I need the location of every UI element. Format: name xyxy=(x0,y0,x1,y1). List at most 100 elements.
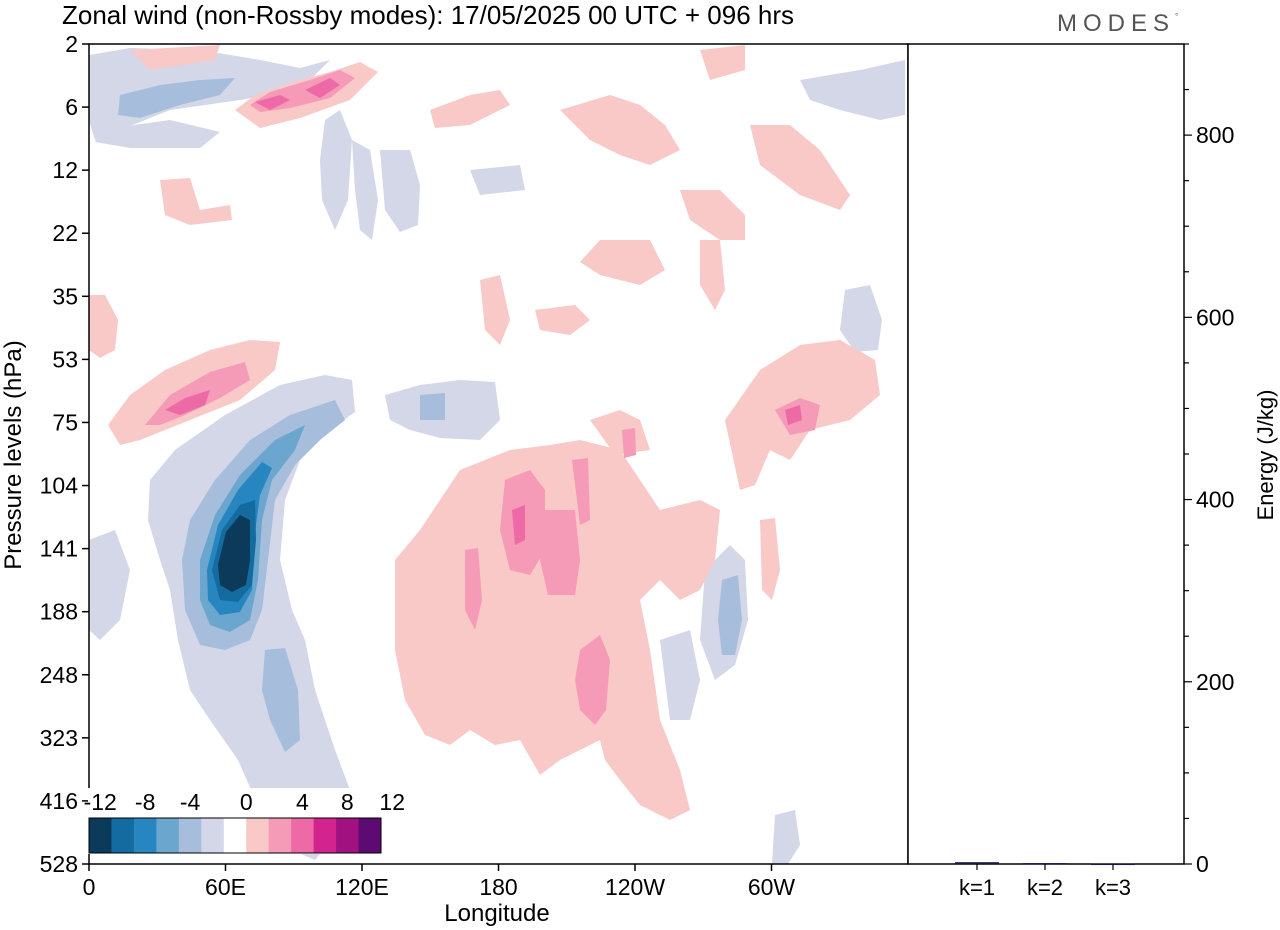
x-tick-label: 120E xyxy=(335,874,389,900)
contour-pink6-trop-5 xyxy=(572,458,590,525)
colorbar-bin xyxy=(358,818,382,853)
brand-logo: MODES° xyxy=(1057,10,1178,38)
x-tick-label: 60E xyxy=(205,874,246,900)
brand-name: MODES xyxy=(1057,10,1176,37)
energy-category-label: k=2 xyxy=(1027,875,1063,900)
colorbar-bin xyxy=(133,818,157,853)
contour-pink-strat-7 xyxy=(580,240,665,285)
contour-pink-strat-5 xyxy=(680,190,745,240)
pressure-axis: 2 6 12 22 35 53 75 104 141 188 248 323 416 528 xyxy=(40,31,89,877)
contour-pink6-trop-3 xyxy=(575,635,610,725)
y-tick-label: 22 xyxy=(52,220,78,246)
contour-blue-strat-streak xyxy=(95,120,220,148)
contour-blue6-trop xyxy=(420,393,445,420)
contour-pink-mid-2 xyxy=(535,305,590,335)
contour-pink-strat-2 xyxy=(130,45,220,70)
contour-blue-column-1 xyxy=(320,110,352,230)
wind-contours xyxy=(89,45,905,864)
energy-bar xyxy=(1023,863,1067,865)
energy-tick-label: 0 xyxy=(1196,851,1209,877)
energy-tick-label: 800 xyxy=(1196,122,1234,148)
energy-categories: k=1 k=2 k=3 xyxy=(959,864,1131,900)
colorbar-label: 0 xyxy=(240,789,253,815)
contour-pink-strat-9 xyxy=(430,90,510,128)
contour-pink6-trop-4 xyxy=(465,548,482,630)
energy-tick-label: 200 xyxy=(1196,669,1234,695)
x-axis-label: Longitude xyxy=(444,900,550,927)
brand-mark: ° xyxy=(1175,12,1179,21)
colorbar-bin xyxy=(89,818,112,853)
colorbar-bin xyxy=(291,818,315,853)
y-tick-label: 248 xyxy=(40,662,78,688)
energy-panel: 0 200 400 600 800 k=1 k=2 k=3 xyxy=(907,43,1234,900)
contour-blue-left-low xyxy=(89,530,130,640)
y-tick-label: 12 xyxy=(52,157,78,183)
colorbar-label: 4 xyxy=(296,789,309,815)
contour-blue-lower-mid xyxy=(660,630,700,720)
y-tick-label: 6 xyxy=(65,94,78,120)
contour-magenta-band xyxy=(165,390,210,415)
colorbar-label: -12 xyxy=(84,789,117,815)
y-tick-label: 323 xyxy=(40,725,78,751)
colorbar-frame xyxy=(88,817,382,854)
colorbar-bin xyxy=(111,818,135,853)
heatmap-panel: 2 6 12 22 35 53 75 104 141 188 248 323 416 528 0 60E 12… xyxy=(40,31,909,900)
colorbar: -12 -8 -4 0 4 8 12 xyxy=(84,788,405,854)
contour-blue-right-mid xyxy=(840,285,882,352)
y-tick-label: 2 xyxy=(65,31,78,57)
energy-tick-label: 400 xyxy=(1196,487,1234,513)
y-tick-label: 104 xyxy=(40,473,79,499)
contour-blue-streak-mid xyxy=(380,150,420,232)
x-tick-label: 120W xyxy=(605,874,665,900)
y-tick-label: 188 xyxy=(40,599,78,625)
contour-blue6-upper xyxy=(118,78,235,118)
contour-magenta-trop xyxy=(512,505,525,545)
energy-category-label: k=1 xyxy=(959,875,995,900)
colorbar-label: 12 xyxy=(379,789,405,815)
chart-title: Zonal wind (non-Rossby modes): 17/05/202… xyxy=(62,0,794,30)
colorbar-label: -8 xyxy=(135,789,155,815)
longitude-axis: 0 60E 120E 180 120W 60W xyxy=(83,864,795,900)
contour-pink6-trop-2 xyxy=(540,510,580,595)
colorbar-label: 8 xyxy=(341,789,354,815)
contour-magenta-strat xyxy=(255,78,340,110)
energy-axis-label: Energy (J/kg) xyxy=(1253,389,1278,521)
contour-blue-strat-right xyxy=(470,165,525,195)
contour-pink-left-edge xyxy=(89,295,118,358)
contour-pink-mid-1 xyxy=(480,275,510,345)
contour-pink-east-col xyxy=(760,518,780,600)
colorbar-bin xyxy=(336,818,360,853)
contour-pink-strat-6 xyxy=(700,240,725,310)
x-tick-label: 0 xyxy=(83,874,96,900)
colorbar-bin xyxy=(268,818,292,853)
colorbar-label: -4 xyxy=(180,789,201,815)
energy-axis: 0 200 400 600 800 xyxy=(1184,43,1234,877)
y-tick-label: 141 xyxy=(40,536,78,562)
colorbar-bin xyxy=(201,818,225,853)
colorbar-bin xyxy=(246,818,270,853)
contour-pink-trop-main xyxy=(395,440,720,820)
contour-blue-right-top xyxy=(800,60,905,120)
energy-category-label: k=3 xyxy=(1095,875,1131,900)
colorbar-bin xyxy=(178,818,202,853)
y-tick-label: 35 xyxy=(52,283,78,309)
energy-frame xyxy=(907,43,1185,865)
contour-blue-column-2 xyxy=(352,140,378,240)
x-tick-label: 180 xyxy=(479,874,517,900)
colorbar-bin xyxy=(223,818,247,853)
contour-blue-bottom xyxy=(772,810,800,864)
y-axis-label: Pressure levels (hPa) xyxy=(0,340,27,570)
colorbar-bin xyxy=(156,818,180,853)
contour-pink6-col xyxy=(622,428,636,458)
contour-magenta-right xyxy=(785,405,802,425)
colorbar-bin xyxy=(313,818,337,853)
y-tick-label: 416 xyxy=(40,788,78,814)
contour-pink-strat-3 xyxy=(560,95,680,165)
contour-pink-strat-8 xyxy=(700,45,745,80)
contour-pink-strat-4 xyxy=(750,125,850,210)
contour-pink-strat-10 xyxy=(160,178,232,225)
energy-tick-label: 600 xyxy=(1196,304,1234,330)
contour-blue14-core xyxy=(218,515,250,592)
contour-blue6-east-column xyxy=(718,575,742,655)
